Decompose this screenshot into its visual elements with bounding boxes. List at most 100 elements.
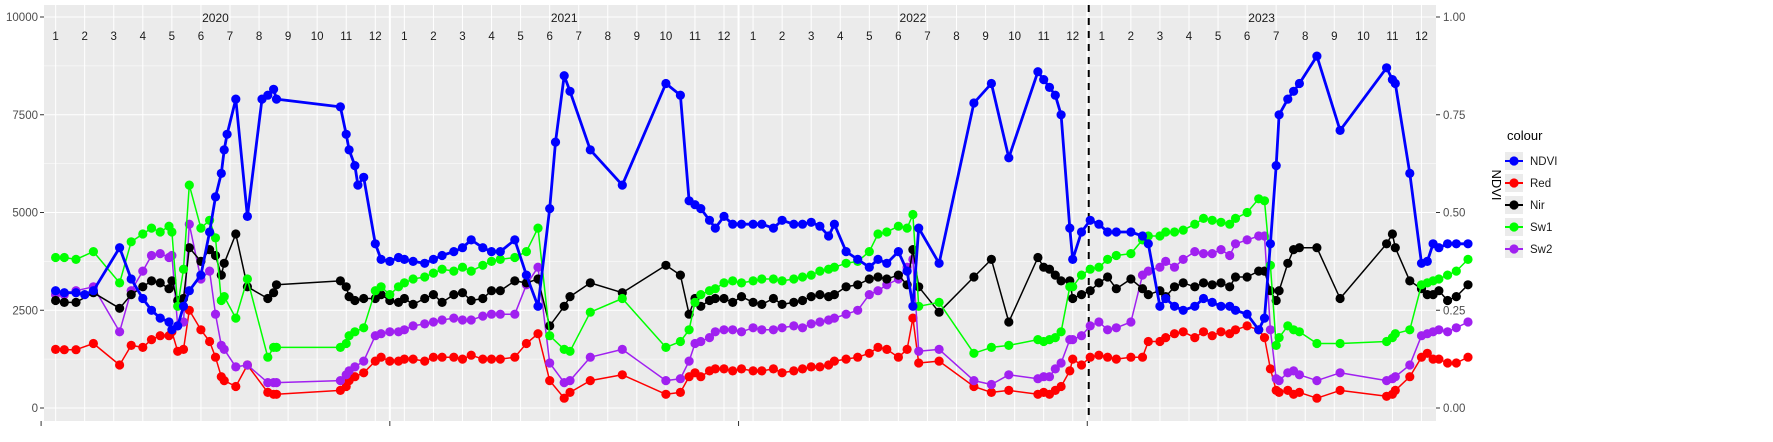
data-point-red: [88, 338, 98, 349]
series-red: [51, 305, 1473, 403]
data-point-red: [510, 352, 520, 362]
data-point-sw1: [271, 342, 282, 352]
data-point-sw1: [51, 252, 61, 263]
data-point-sw2: [1443, 327, 1453, 337]
data-point-ndvi: [757, 219, 767, 229]
data-point-ndvi: [829, 219, 840, 229]
data-point-sw1: [231, 313, 241, 323]
data-point-sw1: [710, 284, 720, 294]
month-label: 5: [169, 31, 175, 43]
data-point-sw2: [1230, 239, 1241, 249]
data-point-sw2: [138, 266, 148, 276]
data-point-red: [696, 372, 706, 382]
data-point-sw2: [1161, 256, 1171, 266]
data-point-sw1: [934, 297, 944, 307]
data-point-red: [882, 344, 892, 354]
data-point-nir: [466, 295, 476, 306]
data-point-red: [399, 354, 409, 364]
month-label: 12: [718, 31, 731, 43]
data-point-sw1: [617, 293, 627, 304]
data-point-ndvi: [341, 129, 351, 139]
data-point-red: [138, 342, 148, 352]
data-point-sw2: [696, 336, 706, 347]
data-point-sw2: [350, 362, 360, 372]
data-point-ndvi: [696, 204, 706, 214]
data-point-sw1: [71, 254, 81, 264]
data-point-sw1: [1335, 338, 1345, 349]
data-point-sw2: [1405, 360, 1415, 370]
month-label: 10: [1008, 31, 1021, 43]
data-point-sw1: [1050, 333, 1060, 343]
data-point-ndvi: [1207, 297, 1217, 307]
legend-key-sw1: [1505, 218, 1523, 236]
data-point-nir: [1451, 292, 1461, 302]
data-point-ndvi: [385, 256, 395, 266]
data-point-red: [408, 354, 418, 364]
legend-label-sw1: Sw1: [1530, 222, 1552, 234]
data-point-red: [719, 364, 729, 374]
data-point-red: [533, 329, 543, 339]
data-point-sw1: [478, 260, 488, 270]
data-point-sw1: [829, 262, 840, 272]
data-point-sw1: [873, 229, 883, 239]
data-point-sw2: [1076, 331, 1087, 341]
data-point-sw2: [1155, 262, 1165, 272]
month-label: 3: [459, 31, 465, 43]
data-point-nir: [350, 295, 360, 306]
data-point-red: [1434, 354, 1444, 364]
data-point-red: [934, 356, 944, 366]
legend-key-point: [1509, 244, 1519, 254]
data-point-nir: [736, 292, 747, 302]
data-point-nir: [167, 276, 177, 286]
data-point-red: [559, 393, 569, 403]
month-label: 2: [779, 31, 785, 43]
data-point-sw1: [184, 180, 194, 190]
data-point-ndvi: [399, 254, 409, 264]
data-point-sw2: [205, 266, 215, 276]
data-point-sw1: [815, 266, 825, 276]
data-point-nir: [853, 280, 863, 290]
data-point-nir: [51, 295, 61, 306]
data-point-nir: [269, 288, 279, 298]
data-point-sw1: [59, 252, 69, 263]
data-point-red: [1274, 387, 1284, 397]
data-point-sw2: [704, 333, 715, 343]
data-point-red: [196, 325, 206, 335]
data-point-ndvi: [1312, 51, 1322, 61]
data-point-sw2: [115, 327, 125, 337]
data-point-sw1: [864, 247, 874, 257]
data-point-sw1: [1068, 282, 1078, 292]
data-point-ndvi: [748, 219, 758, 229]
data-point-ndvi: [164, 317, 174, 327]
data-point-ndvi: [1382, 63, 1392, 73]
data-point-nir: [829, 290, 840, 300]
data-point-nir: [675, 270, 686, 280]
month-label: 5: [866, 31, 872, 43]
month-label: 8: [256, 31, 262, 43]
data-point-red: [1004, 385, 1014, 395]
legend-key-point: [1509, 200, 1519, 210]
month-label: 4: [1186, 31, 1193, 43]
data-point-nir: [341, 282, 351, 292]
data-point-nir: [777, 299, 787, 309]
data-point-red: [231, 381, 241, 392]
data-point-sw1: [420, 272, 430, 282]
data-point-nir: [1434, 286, 1444, 296]
legend-key-sw2: [1505, 240, 1523, 258]
data-point-sw2: [1044, 372, 1055, 382]
data-point-red: [478, 354, 488, 364]
data-point-nir: [565, 292, 575, 302]
data-point-sw2: [231, 362, 241, 372]
data-point-red: [1190, 333, 1200, 343]
data-point-sw2: [1004, 370, 1014, 380]
data-point-nir: [1225, 282, 1235, 292]
data-point-ndvi: [59, 288, 69, 298]
month-label: 11: [689, 31, 701, 43]
data-point-ndvi: [370, 239, 380, 249]
data-point-ndvi: [1289, 86, 1299, 96]
data-point-ndvi: [1033, 67, 1043, 77]
y2-axis-title: NDVI: [1489, 169, 1504, 200]
legend-title: colour: [1507, 128, 1543, 143]
data-point-ndvi: [428, 254, 438, 264]
data-point-sw2: [1050, 364, 1060, 374]
